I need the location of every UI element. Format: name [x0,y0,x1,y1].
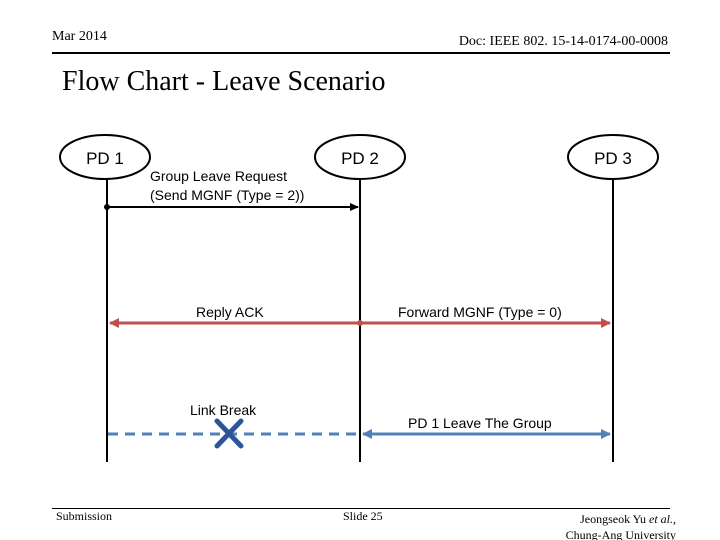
node-pd3-label: PD 3 [594,149,632,168]
node-pd2-label: PD 2 [341,149,379,168]
msg-link-break: Link Break [190,402,257,418]
footer-slide-number: Slide 25 [343,509,383,523]
link-break-cross-icon [214,418,244,449]
footer-rule [52,508,670,509]
node-pd1-label: PD 1 [86,149,124,168]
header-rule [52,52,670,54]
ack-origin-dot [357,320,363,326]
node-pd3: PD 3 [567,134,659,180]
slide-title: Flow Chart - Leave Scenario [62,66,386,97]
footer-author-line1: Jeongseok Yu et al., [580,512,676,526]
footer-author: Jeongseok Yu et al., Chung-Ang Universit… [566,511,676,540]
msg-forward-mgnf: Forward MGNF (Type = 0) [398,304,562,320]
node-pd1: PD 1 [59,134,151,180]
msg-reply-ack: Reply ACK [196,304,264,320]
msg-group-leave-line1: Group Leave Request [150,168,287,184]
footer-submission: Submission [56,509,113,523]
msg-leave-group: PD 1 Leave The Group [408,415,552,431]
footer-author-line2: Chung-Ang University [565,528,676,540]
msg-group-leave-line2: (Send MGNF (Type = 2)) [150,187,304,203]
header-date: Mar 2014 [52,29,107,44]
node-pd2: PD 2 [314,134,406,180]
header-doc-id: Doc: IEEE 802. 15-14-0174-00-0008 [458,34,668,49]
